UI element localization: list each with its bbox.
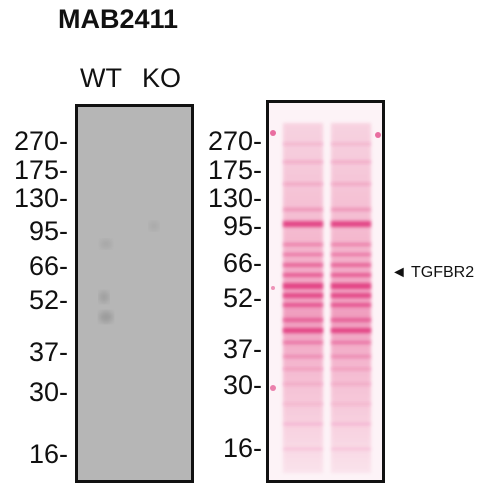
ponceau-band — [331, 328, 371, 333]
tgfbr2-band-label: ◄ TGFBR2 — [391, 264, 475, 281]
marker-16-left: 16- — [28, 439, 68, 469]
ponceau-image — [270, 123, 381, 473]
ponceau-band — [331, 368, 371, 370]
lane-label-wt: WT — [80, 63, 122, 93]
ponceau-band — [331, 273, 371, 277]
marker-66-left: 66- — [28, 251, 68, 281]
marker-130-left: 130- — [13, 183, 68, 213]
ponceau-band — [331, 303, 371, 307]
ponceau-band — [331, 143, 371, 145]
ponceau-band — [331, 383, 371, 385]
ponceau-band — [331, 403, 371, 405]
ponceau-band — [283, 303, 323, 307]
figure-title: MAB2411 — [58, 4, 179, 34]
ponceau-band — [283, 383, 323, 385]
ponceau-band — [283, 243, 323, 246]
marker-30-left: 30- — [28, 377, 68, 407]
marker-37-right: 37- — [222, 334, 262, 364]
ponceau-band — [331, 293, 371, 298]
ponceau-band — [331, 263, 371, 267]
marker-66-right: 66- — [222, 248, 262, 278]
marker-95-left: 95- — [28, 216, 68, 246]
marker-16-right: 16- — [222, 433, 262, 463]
marker-175-left: 175- — [13, 155, 68, 185]
arrow-left-icon: ◄ — [391, 264, 407, 281]
lane-label-ko: KO — [142, 63, 182, 93]
ponceau-band — [283, 208, 323, 211]
ponceau-band — [331, 208, 371, 211]
ponceau-band — [283, 448, 323, 450]
marker-130-right: 130- — [207, 183, 262, 213]
ponceau-band — [331, 253, 371, 256]
ponceau-band — [283, 368, 323, 370]
blot-image — [99, 221, 159, 323]
ponceau-band — [331, 243, 371, 246]
ponceau-band — [283, 403, 323, 405]
ponceau-band — [283, 263, 323, 267]
ponceau-band — [283, 161, 323, 163]
marker-52-left: 52- — [28, 285, 68, 315]
ponceau-band — [331, 283, 371, 289]
ponceau-stain-panel — [266, 100, 385, 483]
ponceau-band — [283, 183, 323, 185]
marker-270-right: 270- — [207, 126, 262, 156]
marker-175-right: 175- — [207, 155, 262, 185]
ponceau-band — [283, 355, 323, 358]
western-blot-panel — [75, 104, 194, 483]
ponceau-band — [283, 273, 323, 277]
ponceau-band — [283, 283, 323, 289]
ponceau-band — [331, 355, 371, 358]
ponceau-band — [283, 221, 323, 227]
marker-37-left: 37- — [28, 337, 68, 367]
ponceau-band — [283, 143, 323, 145]
ponceau-band — [331, 448, 371, 450]
ponceau-band — [283, 253, 323, 256]
ponceau-band — [283, 423, 323, 425]
marker-95-right: 95- — [222, 211, 262, 241]
ponceau-band — [331, 423, 371, 425]
ponceau-band — [331, 341, 371, 344]
ponceau-band — [283, 341, 323, 344]
ponceau-band — [283, 328, 323, 333]
marker-52-right: 52- — [222, 283, 262, 313]
marker-270-left: 270- — [13, 126, 68, 156]
ponceau-band — [331, 183, 371, 185]
ponceau-band — [283, 318, 323, 322]
ponceau-band — [331, 318, 371, 322]
ponceau-band — [331, 161, 371, 163]
ponceau-band — [283, 293, 323, 298]
ponceau-band — [331, 221, 371, 227]
marker-30-right: 30- — [222, 370, 262, 400]
